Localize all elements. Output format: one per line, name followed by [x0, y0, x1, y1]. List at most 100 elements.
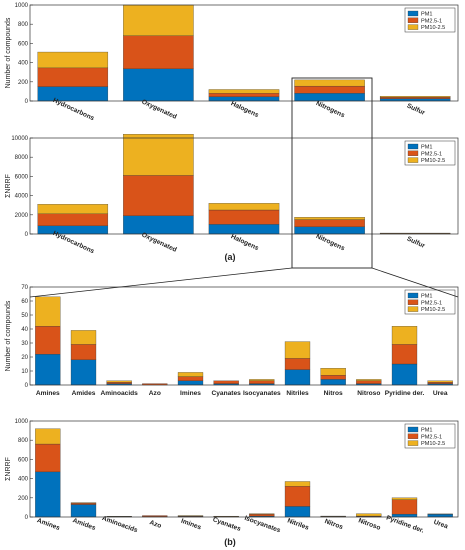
bar-amines-pm10-2-5	[35, 296, 61, 327]
y-tick-label: 8000	[15, 155, 29, 161]
bar-amides-pm2-5-1	[70, 344, 97, 360]
bar-amines-pm1	[35, 471, 61, 518]
x-tick-label: Nitriles	[286, 517, 310, 531]
y-axis-label: Number of compounds	[5, 300, 12, 371]
bar-sulfur-pm1	[379, 98, 451, 102]
bar-azo-pm2-5-1	[142, 515, 168, 517]
bar-oxygenated-pm2-5-1	[123, 35, 194, 69]
y-tick-label: 200	[18, 80, 29, 86]
axes-frame	[29, 420, 459, 518]
bar-isocyanates-pm2-5-1	[249, 513, 275, 517]
legend-swatch	[407, 17, 419, 23]
x-tick-label: Imines	[180, 390, 201, 397]
bar-imines-pm10-2-5	[177, 372, 204, 377]
legend-entry: PM1	[421, 12, 433, 18]
x-tick-label: Isocyanates	[243, 390, 281, 397]
legend-swatch	[407, 292, 419, 299]
bar-halogens-pm2-5-1	[208, 209, 280, 225]
legend-entry: PM10-2.5	[421, 158, 445, 164]
legend-entry: PM10-2.5	[421, 25, 445, 31]
bar-imines-pm2-5-1	[177, 376, 204, 381]
chart-panels: Hydrocarbons Oxygenated Halogens Nitrogens S…	[5, 3, 459, 535]
bar-sulfur-pm10-2-5	[379, 96, 451, 98]
x-tick-label: Nitroso	[357, 517, 381, 531]
y-tick-label: 0	[25, 99, 29, 105]
bar-nitroso-pm10-2-5	[356, 379, 382, 381]
legend-swatch	[407, 306, 419, 312]
bar-pyridine-der--pm10-2-5	[391, 326, 418, 345]
x-tick-label: Azo	[149, 390, 161, 397]
bar-amides-pm2-5-1	[70, 502, 97, 505]
legend-swatch	[407, 150, 419, 156]
chart-a-bottom: Hydrocarbons Oxygenated Halogens Nitrogens S…	[5, 134, 459, 255]
x-tick-label: Oxygenated	[140, 231, 177, 253]
chart-a-top: Hydrocarbons Oxygenated Halogens Nitrogens S…	[5, 3, 459, 122]
bar-pyridine-der--pm1	[391, 363, 418, 386]
x-tick-label: Sulfur	[406, 102, 427, 117]
legend-swatch	[407, 143, 419, 150]
bar-oxygenated-pm1	[123, 215, 194, 235]
legend-swatch	[407, 24, 419, 30]
x-tick-label: Cyanates	[212, 390, 242, 397]
bar-isocyanates-pm2-5-1	[249, 380, 275, 384]
bar-oxygenated-pm10-2-5	[123, 4, 194, 36]
legend-entry: PM1	[421, 294, 433, 300]
bar-amines-pm2-5-1	[35, 326, 61, 355]
bar-amides-pm10-2-5	[70, 330, 97, 345]
bar-amides-pm1	[70, 504, 97, 518]
x-tick-label: Pyridine der.	[385, 515, 425, 535]
bar-nitriles-pm2-5-1	[284, 486, 311, 507]
bar-halogens-pm10-2-5	[208, 203, 280, 211]
bar-halogens-pm1	[208, 96, 280, 102]
bar-nitros-pm1	[320, 379, 346, 386]
y-tick-label: 600	[18, 41, 29, 47]
bar-nitrogens-pm2-5-1	[294, 219, 365, 227]
bar-urea-pm1	[427, 513, 453, 518]
x-tick-label: Pyridine der.	[385, 390, 425, 397]
y-tick-label: 0	[25, 515, 29, 521]
bar-isocyanates-pm10-2-5	[249, 379, 275, 381]
bar-oxygenated-pm2-5-1	[123, 175, 194, 216]
bar-urea-pm10-2-5	[427, 380, 453, 383]
chart-b-bottom: Amines Amides Aminoacids Azo Imines Cyanates I…	[5, 419, 459, 535]
y-tick-label: 1000	[15, 419, 29, 425]
bar-hydrocarbons-pm1	[37, 225, 109, 235]
bar-nitrogens-pm10-2-5	[294, 217, 365, 220]
bar-aminoacids-pm10-2-5	[106, 380, 132, 383]
bar-hydrocarbons-pm1	[37, 86, 109, 102]
bar-pyridine-der--pm10-2-5	[391, 497, 418, 500]
x-tick-label: Aminoacids	[100, 390, 138, 397]
bar-oxygenated-pm10-2-5	[123, 134, 194, 176]
bar-nitriles-pm1	[284, 506, 311, 518]
bar-nitroso-pm2-5-1	[356, 380, 382, 384]
y-tick-label: 400	[18, 61, 29, 67]
legend-entry: PM10-2.5	[421, 441, 445, 447]
bar-hydrocarbons-pm10-2-5	[37, 51, 109, 69]
x-tick-label: Amides	[72, 517, 97, 532]
chart-b-top: Amines Amides Aminoacids Azo Imines Cyanates I…	[5, 285, 459, 397]
x-tick-label: Cyanates	[212, 516, 242, 533]
bar-nitriles-pm1	[284, 369, 311, 386]
y-tick-label: 0	[25, 232, 29, 238]
y-axis-label: ΣNRRF	[5, 457, 12, 481]
bar-hydrocarbons-pm2-5-1	[37, 213, 109, 226]
bar-sulfur-pm2-5-1	[379, 97, 451, 99]
bar-nitrogens-pm10-2-5	[294, 79, 365, 87]
y-tick-label: 60	[21, 299, 28, 305]
y-tick-label: 400	[18, 477, 29, 483]
legend-swatch	[407, 433, 419, 439]
y-tick-label: 600	[18, 457, 29, 463]
x-tick-label: Nitros	[324, 518, 345, 531]
bar-amines-pm2-5-1	[35, 443, 61, 473]
bar-nitrogens-pm2-5-1	[294, 85, 365, 94]
x-tick-label: Aminoacids	[101, 515, 139, 534]
bar-halogens-pm2-5-1	[208, 93, 280, 97]
label-b: (b)	[224, 537, 236, 547]
bar-amines-pm1	[35, 354, 61, 386]
y-axis-label: Number of compounds	[5, 17, 12, 88]
x-tick-label: Azo	[148, 519, 162, 530]
bar-imines-pm1	[177, 380, 204, 386]
x-tick-label: Nitriles	[286, 390, 309, 397]
